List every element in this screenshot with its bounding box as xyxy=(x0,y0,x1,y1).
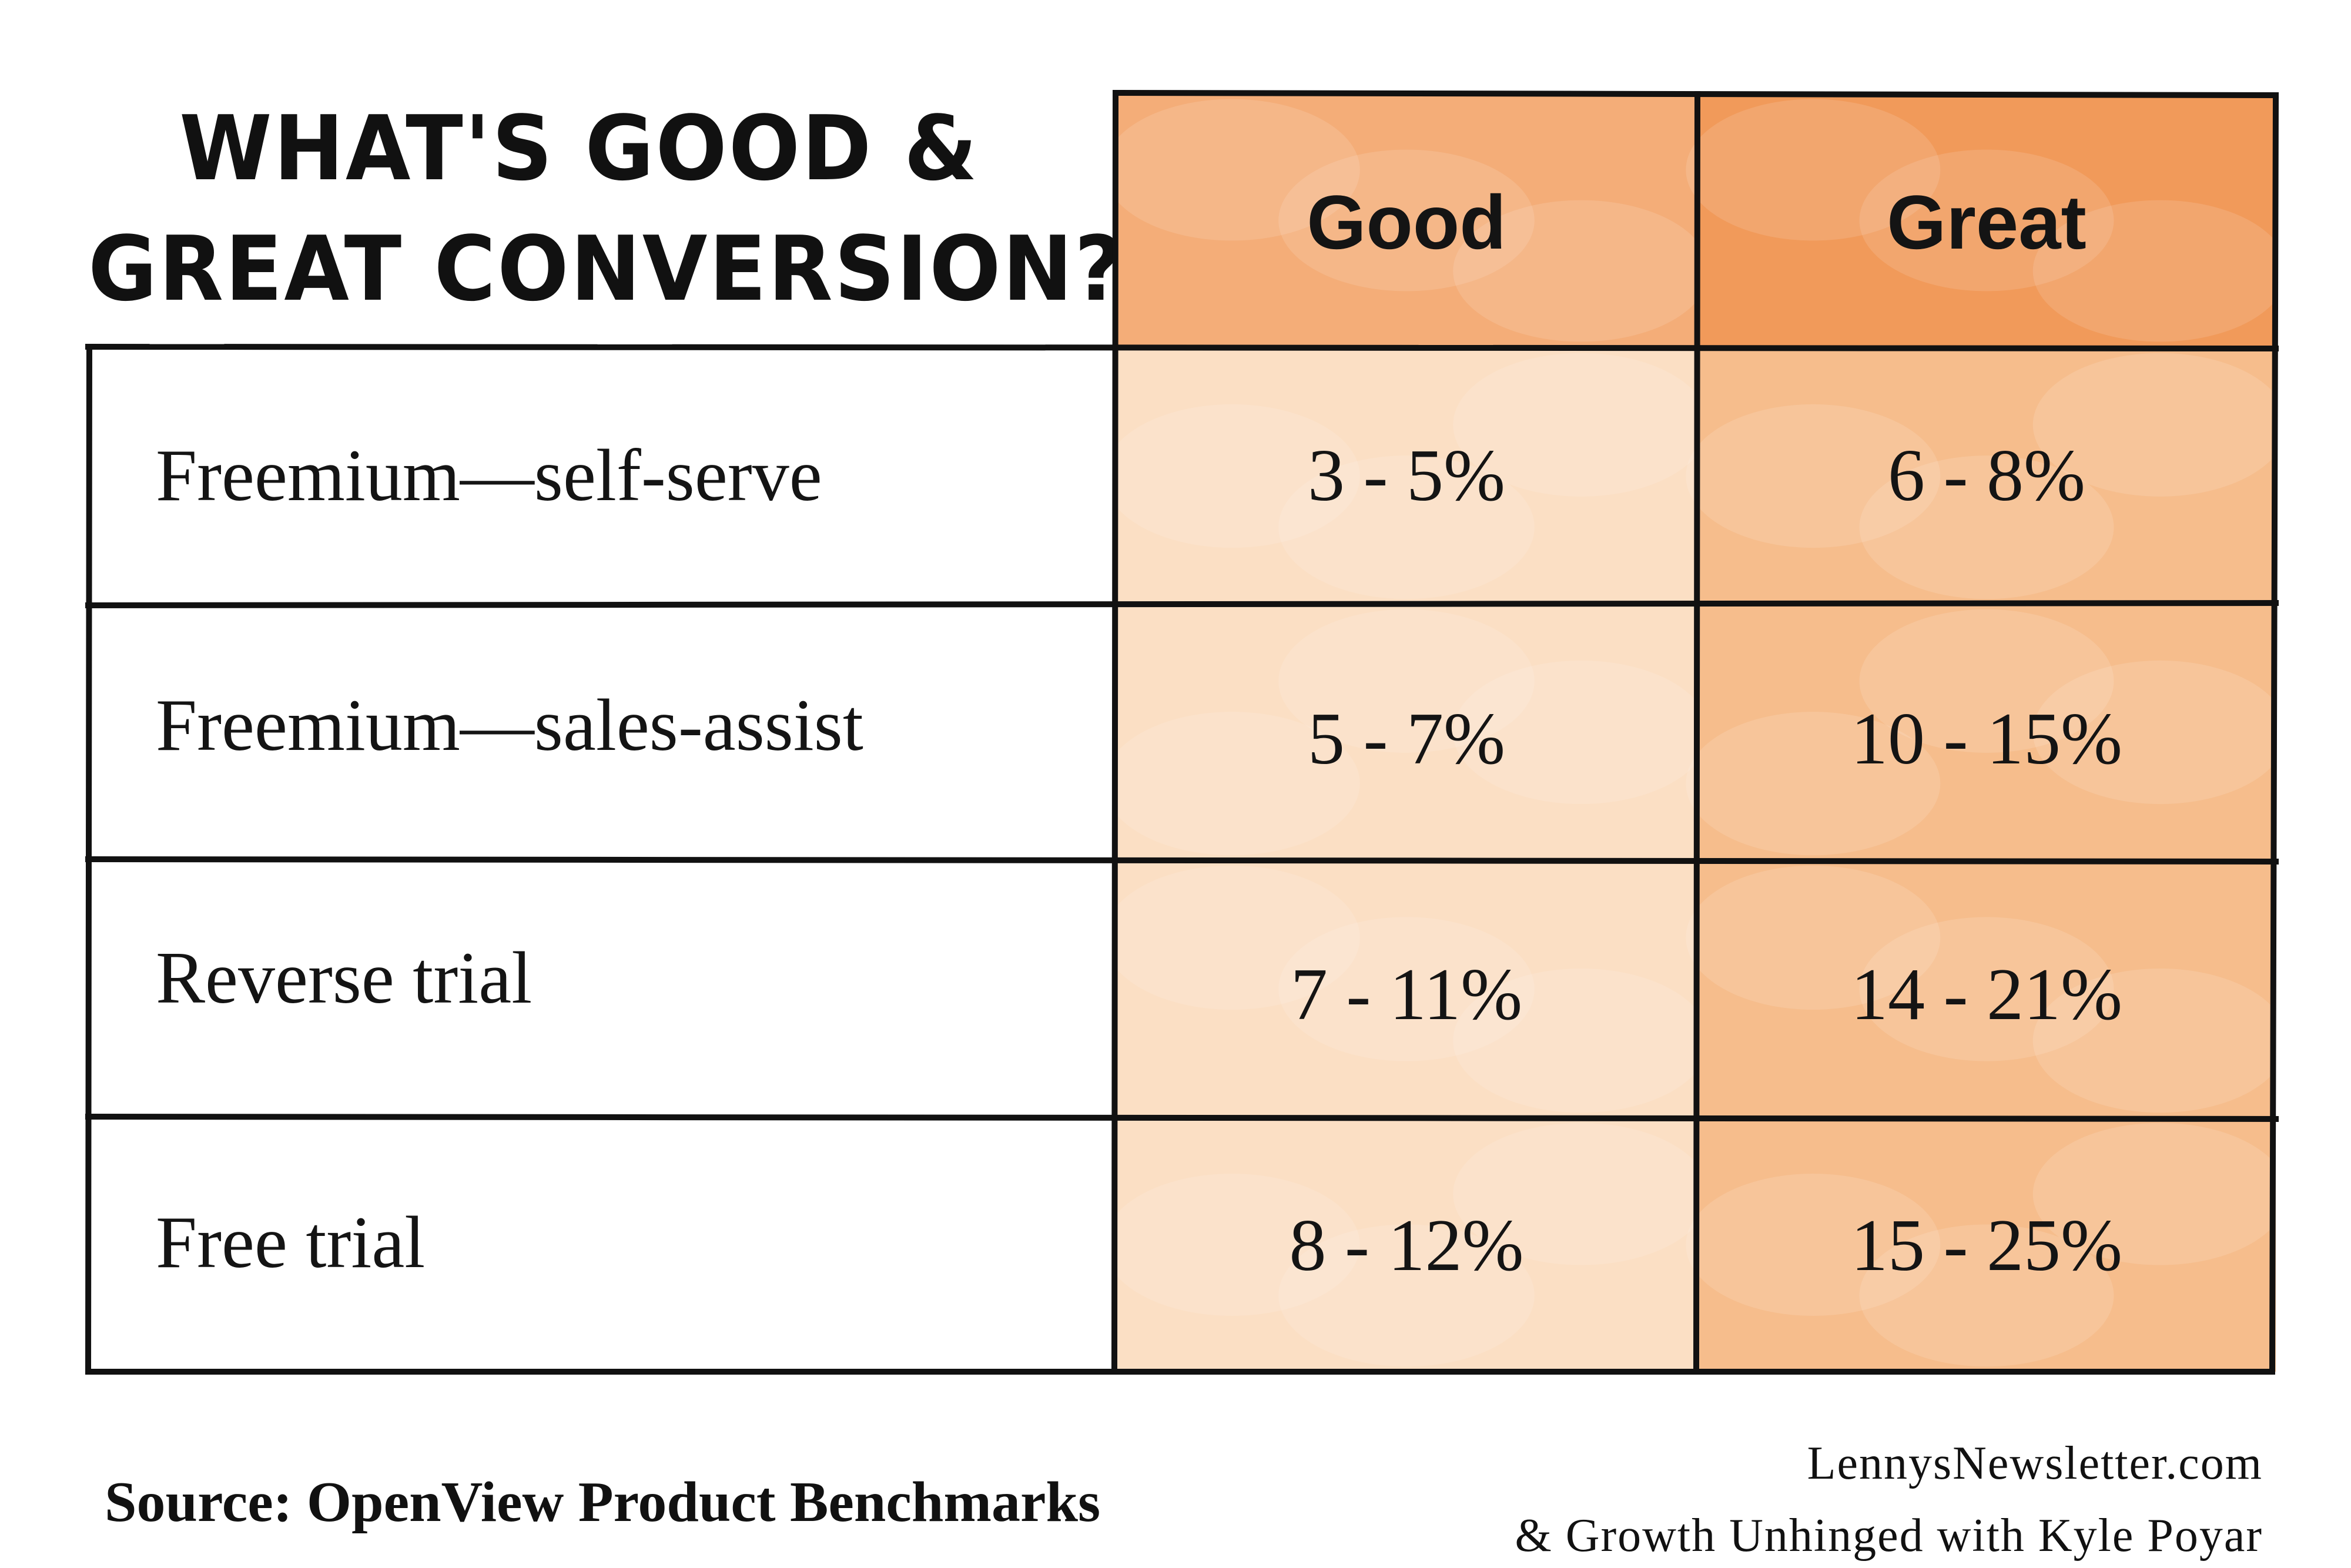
paint-texture xyxy=(2032,1123,2288,1265)
paint-texture xyxy=(2032,968,2288,1113)
paint-texture xyxy=(1104,1174,1360,1316)
row-label-freemium-sales-assist: Freemium—sales-assist xyxy=(156,685,863,766)
paint-texture xyxy=(1104,404,1360,548)
row-label-reverse-trial: Reverse trial xyxy=(156,937,533,1019)
paint-texture xyxy=(2032,353,2288,497)
paint-texture xyxy=(1859,455,2114,599)
paint-texture xyxy=(1686,1174,1941,1316)
great-value-freemium-self-serve: 6 - 8% xyxy=(1888,435,2085,517)
paint-texture xyxy=(1453,660,1709,805)
paint-texture xyxy=(1859,149,2114,292)
cell-fill xyxy=(1116,348,1697,604)
cell-fill xyxy=(1697,604,2276,860)
paint-texture xyxy=(1278,455,1535,599)
paint-texture xyxy=(1686,865,1941,1010)
paint-texture xyxy=(1278,609,1535,753)
paint-texture xyxy=(1278,149,1535,292)
source-note: Source: OpenView Product Benchmarks xyxy=(105,1470,1101,1534)
paint-texture xyxy=(1453,200,1709,342)
good-value-free-trial: 8 - 12% xyxy=(1289,1205,1524,1286)
paint-texture xyxy=(1859,1224,2114,1367)
good-value-freemium-self-serve: 3 - 5% xyxy=(1308,435,1505,517)
cell-fill xyxy=(1697,1118,2276,1372)
paint-texture xyxy=(1278,1224,1535,1367)
paint-texture xyxy=(1104,865,1360,1010)
paint-texture xyxy=(2032,660,2288,805)
credit-website: LennysNewsletter.com xyxy=(1807,1438,2263,1489)
header-fill xyxy=(1697,94,2276,347)
title-line-1: WHAT'S GOOD & xyxy=(179,96,979,200)
paint-texture xyxy=(1859,917,2114,1061)
paint-texture xyxy=(1104,712,1360,856)
good-value-reverse-trial: 7 - 11% xyxy=(1290,953,1523,1036)
great-value-reverse-trial: 14 - 21% xyxy=(1851,953,2122,1036)
great-value-freemium-sales-assist: 10 - 15% xyxy=(1851,698,2122,780)
cell-fill xyxy=(1697,348,2276,604)
great-value-free-trial: 15 - 25% xyxy=(1851,1205,2122,1286)
row-label-freemium-self-serve: Freemium—self-serve xyxy=(156,435,822,517)
header-fill xyxy=(1116,94,1697,347)
paint-texture xyxy=(1686,712,1941,856)
paint-texture xyxy=(1453,968,1709,1113)
paint-texture xyxy=(1686,404,1941,548)
chart-title: WHAT'S GOOD & GREAT CONVERSION? xyxy=(88,88,1125,329)
cell-fill xyxy=(1116,860,1697,1118)
paint-texture xyxy=(1104,99,1360,241)
paint-texture xyxy=(1278,917,1535,1061)
paint-texture xyxy=(1453,1123,1709,1265)
paint-texture xyxy=(1453,353,1709,497)
cell-fill xyxy=(1116,604,1697,860)
column-header-good: Good xyxy=(1307,179,1506,265)
paint-texture xyxy=(2032,200,2288,342)
paint-texture xyxy=(1859,609,2114,753)
credit-collaboration: & Growth Unhinged with Kyle Poyar xyxy=(1515,1510,2263,1562)
title-line-2: GREAT CONVERSION? xyxy=(88,217,1125,321)
cell-fill xyxy=(1116,1118,1697,1372)
cell-fill xyxy=(1697,860,2276,1118)
paint-texture xyxy=(1686,99,1941,241)
column-header-great: Great xyxy=(1887,179,2087,265)
good-value-freemium-sales-assist: 5 - 7% xyxy=(1308,698,1505,780)
row-label-free-trial: Free trial xyxy=(156,1202,426,1284)
